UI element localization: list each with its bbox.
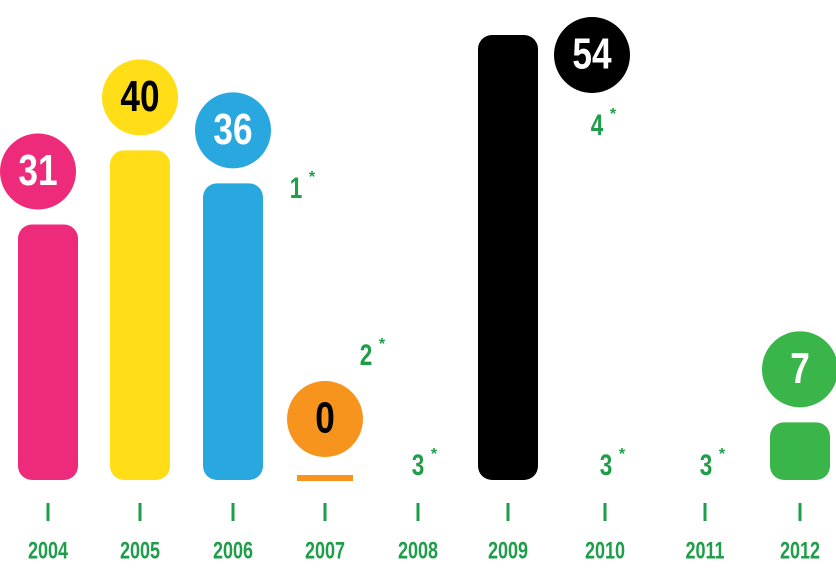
footnote-mark: * [619,446,626,463]
value-label: 36 [213,105,252,154]
value-badge [762,331,836,408]
x-tick-label: 2005 [120,538,160,564]
footnote-mark: * [719,446,726,463]
annotation: 3 [600,448,613,482]
value-badge [554,17,630,93]
x-tick-label: 2006 [213,538,253,564]
value-badge [0,133,76,210]
annotation: 4 [591,108,604,142]
value-badge [195,92,271,169]
annotation: 3 [700,448,713,482]
bar [478,35,538,480]
footnote-mark: * [309,169,316,186]
value-label: 0 [315,394,335,443]
bar [110,150,170,481]
value-label: 40 [120,72,159,121]
value-label: 54 [572,30,611,79]
annotation: 3 [412,448,425,482]
bar [18,224,78,480]
x-tick-label: 2011 [685,538,724,564]
x-tick-label: 2012 [780,538,820,564]
footnote-mark: * [431,446,438,463]
x-tick-label: 2008 [398,538,438,564]
value-label: 31 [18,147,57,196]
bar [203,183,263,481]
value-badge [287,381,363,457]
annotation: 2 [360,338,373,372]
x-tick-label: 2004 [28,538,68,564]
bar [297,475,353,481]
footnote-mark: * [379,336,386,353]
annotation: 1 [290,171,303,205]
bar [770,422,830,480]
x-tick-label: 2009 [488,538,528,564]
x-tick-label: 2007 [305,538,345,564]
footnote-mark: * [610,106,617,123]
x-tick-label: 2010 [585,538,625,564]
value-badge [102,59,178,136]
value-label: 7 [790,344,810,393]
